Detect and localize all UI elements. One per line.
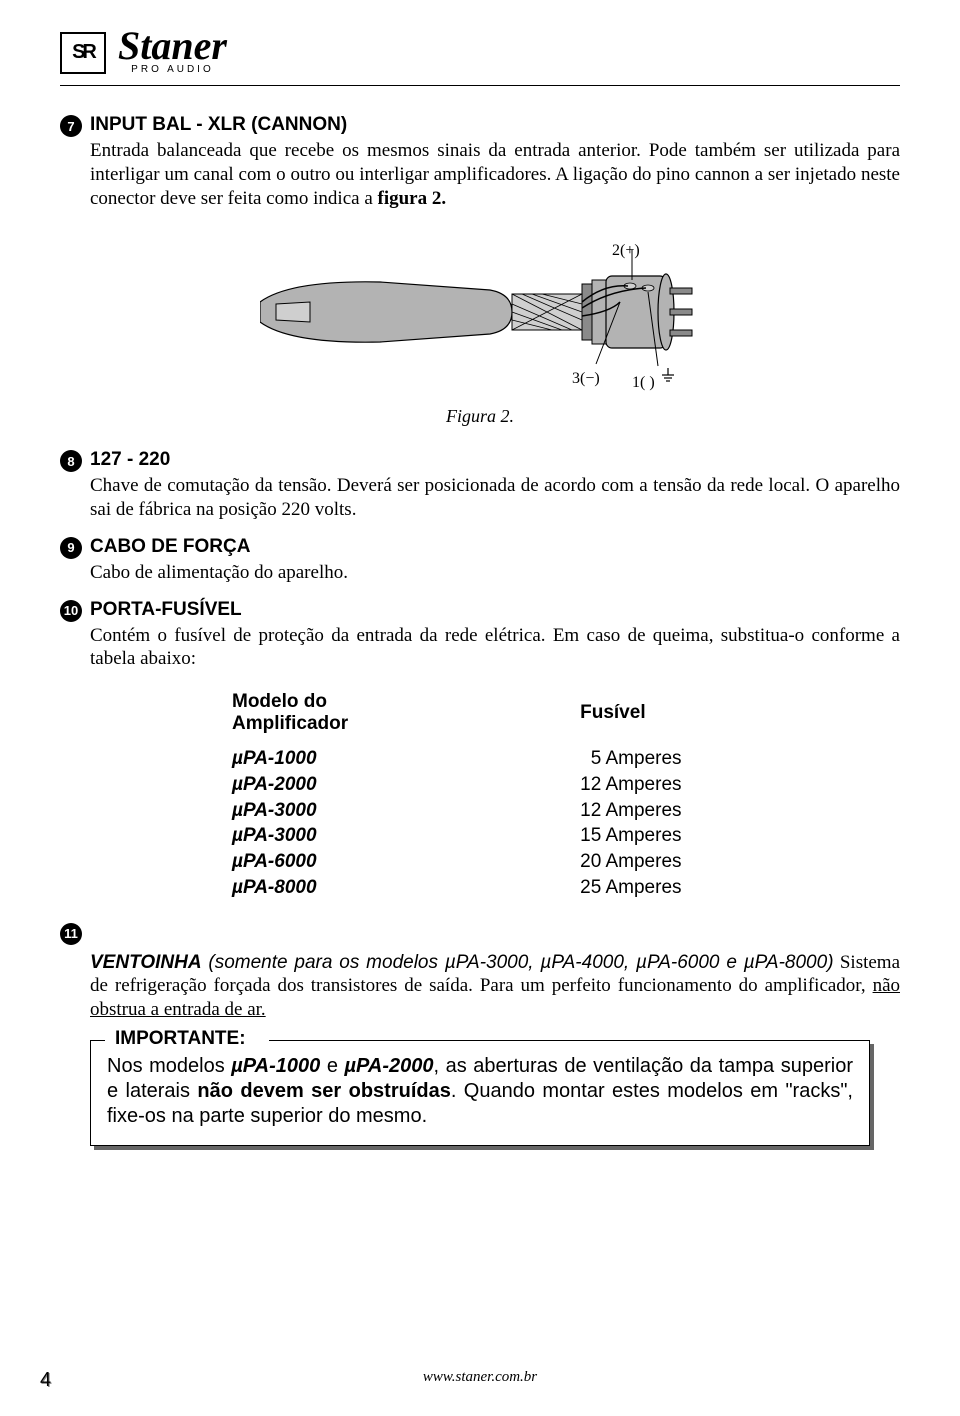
section-9-body: Cabo de alimentação do aparelho. <box>90 561 900 585</box>
section-9-title: CABO DE FORÇA <box>90 536 250 558</box>
fuse-value: 25 Amperes <box>580 876 681 900</box>
imp-t1: Nos modelos <box>107 1055 231 1077</box>
brand-script: Staner <box>118 30 227 62</box>
section-7-body: Entrada balanceada que recebe os mesmos … <box>90 139 900 210</box>
fuse-col-model: Modelo doAmplificador <box>232 691 578 745</box>
section-8-title: 127 - 220 <box>90 449 170 471</box>
page-number: 4 <box>40 1369 51 1392</box>
imp-t2: e <box>320 1055 344 1077</box>
section-11-body: VENTOINHA (somente para os modelos µPA-3… <box>90 951 900 1022</box>
brand-block: Staner PRO AUDIO <box>118 30 227 75</box>
important-box: IMPORTANTE: Nos modelos µPA-1000 e µPA-2… <box>90 1040 870 1146</box>
fuse-value: 12 Amperes <box>580 799 681 823</box>
fuse-model: µPA-8000 <box>232 876 578 900</box>
pin2-label: 2(+) <box>612 242 640 260</box>
imp-m1: µPA-1000 <box>231 1055 320 1077</box>
bullet-11: 11 <box>60 923 82 945</box>
footer-url: www.staner.com.br <box>0 1369 960 1386</box>
fuse-model: µPA-6000 <box>232 850 578 874</box>
section-8: 8 127 - 220 Chave de comutação da tensão… <box>60 449 900 522</box>
important-text: Nos modelos µPA-1000 e µPA-2000, as aber… <box>107 1054 853 1129</box>
section-9: 9 CABO DE FORÇA Cabo de alimentação do a… <box>60 536 900 585</box>
section-7: 7 INPUT BAL - XLR (CANNON) Entrada balan… <box>60 114 900 210</box>
fuse-model: µPA-1000 <box>232 747 578 771</box>
table-row: µPA-800025 Amperes <box>232 876 682 900</box>
table-row: µPA-300012 Amperes <box>232 799 682 823</box>
section-7-title: INPUT BAL - XLR (CANNON) <box>90 114 347 136</box>
section-7-body-text: Entrada balanceada que recebe os mesmos … <box>90 140 900 209</box>
page-header: SR Staner PRO AUDIO <box>60 30 900 77</box>
figure-2: 2(+) 3(−) 1( ) Figura 2. <box>60 232 900 427</box>
section-7-figref: figura 2. <box>378 188 447 209</box>
figure-2-caption: Figura 2. <box>60 406 900 427</box>
section-10: 10 PORTA-FUSÍVEL Contém o fusível de pro… <box>60 599 900 902</box>
table-row: µPA-300015 Amperes <box>232 824 682 848</box>
imp-b1: não devem ser obstruídas <box>197 1080 450 1102</box>
bullet-8: 8 <box>60 450 82 472</box>
ventoinha-subtitle: (somente para os modelos µPA-3000, µPA-4… <box>202 952 834 973</box>
fuse-col-fuse: Fusível <box>580 691 681 745</box>
bullet-9: 9 <box>60 537 82 559</box>
table-row: µPA-200012 Amperes <box>232 773 682 797</box>
fuse-model: µPA-3000 <box>232 799 578 823</box>
pin1-label: 1( ) <box>632 374 655 392</box>
brand-logo-box: SR <box>60 32 106 74</box>
bullet-7: 7 <box>60 115 82 137</box>
table-row: µPA-10005 Amperes <box>232 747 682 771</box>
bullet-10: 10 <box>60 600 82 622</box>
fuse-value: 15 Amperes <box>580 824 681 848</box>
table-row: µPA-600020 Amperes <box>232 850 682 874</box>
fuse-value: 12 Amperes <box>580 773 681 797</box>
fuse-model: µPA-2000 <box>232 773 578 797</box>
section-11: 11 VENTOINHA (somente para os modelos µP… <box>60 922 900 1146</box>
fuse-value: 20 Amperes <box>580 850 681 874</box>
imp-m2: µPA-2000 <box>345 1055 434 1077</box>
section-8-body: Chave de comutação da tensão. Deverá ser… <box>90 474 900 522</box>
important-label: IMPORTANTE: <box>109 1028 252 1050</box>
header-divider <box>60 85 900 86</box>
fuse-table: Modelo doAmplificador Fusível µPA-10005 … <box>230 689 684 902</box>
section-10-title: PORTA-FUSÍVEL <box>90 599 242 621</box>
section-10-body: Contém o fusível de proteção da entrada … <box>90 624 900 672</box>
brand-subtitle: PRO AUDIO <box>131 64 214 75</box>
fuse-model: µPA-3000 <box>232 824 578 848</box>
pin3-label: 3(−) <box>572 370 600 388</box>
ventoinha-title: VENTOINHA <box>90 952 202 973</box>
fuse-value: 5 Amperes <box>580 747 681 771</box>
